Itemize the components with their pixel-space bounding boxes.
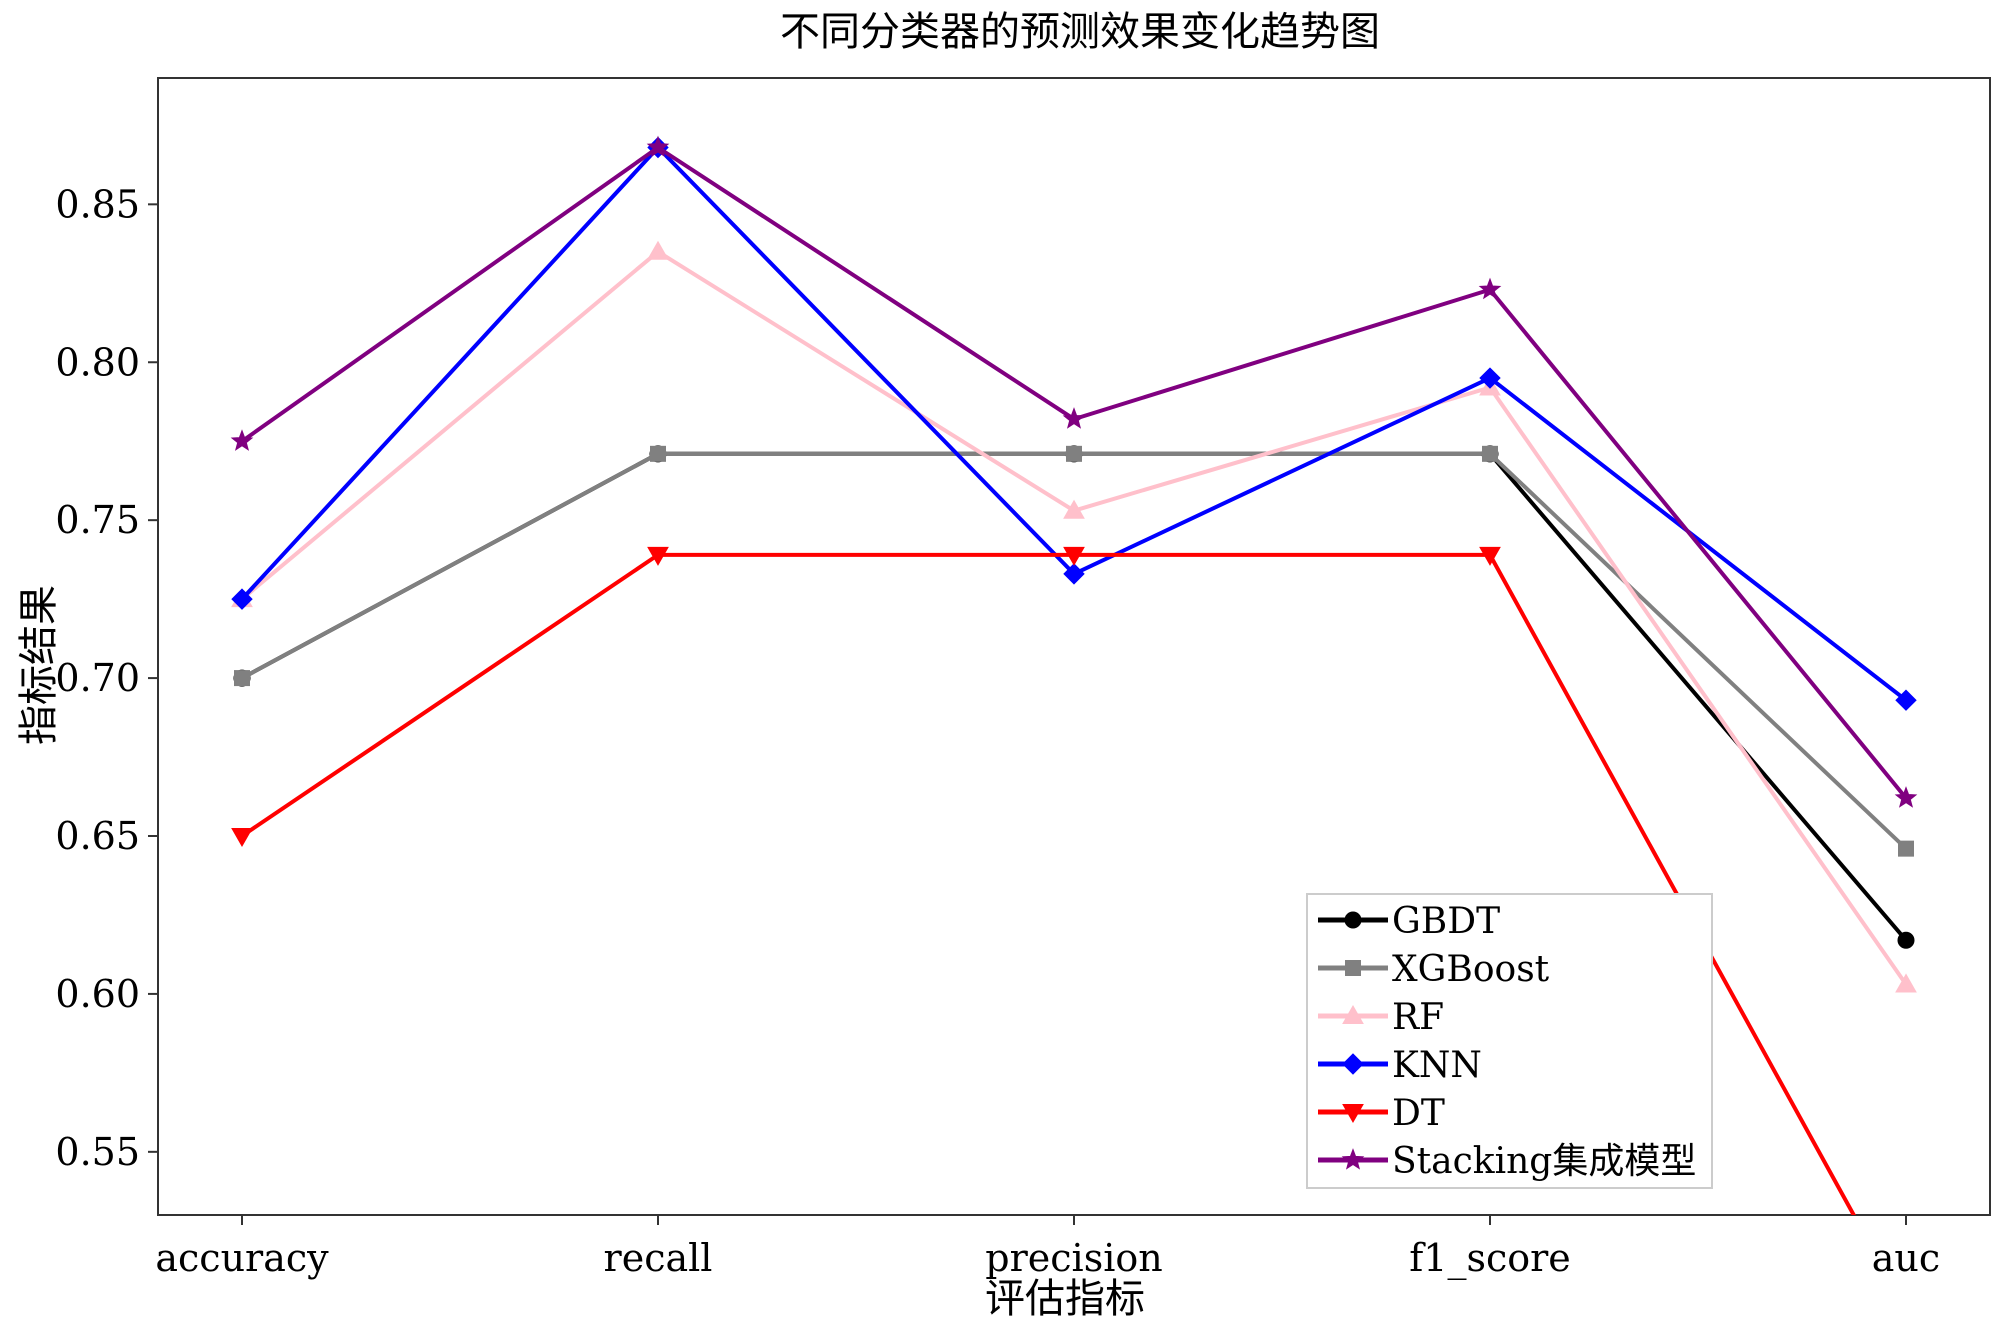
legend-item: DT (1318, 1093, 1445, 1134)
legend-item: Stacking集成模型 (1318, 1141, 1696, 1182)
series-gbdt (233, 445, 1915, 949)
series-layer (230, 135, 1918, 1320)
x-tick-label: f1_score (1409, 1236, 1571, 1281)
y-tick-label: 0.55 (55, 1130, 140, 1174)
series-line (240, 145, 1908, 800)
legend-label: RF (1392, 997, 1444, 1038)
data-point (1342, 1104, 1364, 1124)
y-tick-label: 0.75 (55, 498, 140, 542)
x-tick-label: precision (985, 1236, 1162, 1280)
legend: GBDT XGBoost RF KNN DT Stacking集成模型 (1306, 893, 1713, 1189)
y-tick-label: 0.70 (55, 656, 140, 700)
data-point (1062, 407, 1086, 429)
series-stacking- (230, 135, 1918, 808)
data-point (1898, 840, 1914, 857)
data-point (1479, 367, 1501, 389)
data-point (650, 445, 666, 462)
data-point (1896, 1302, 1916, 1320)
y-axis: 0.55 0.60 0.65 0.70 0.75 0.80 0.85 (55, 182, 158, 1174)
x-axis: accuracy recall precision f1_score auc (155, 1215, 1940, 1281)
data-point (1894, 786, 1918, 808)
series-line (240, 249, 1908, 986)
y-axis-label: 指标结果 (16, 585, 62, 745)
data-point (1344, 911, 1362, 929)
data-point (1063, 563, 1085, 585)
x-axis-label: 评估指标 (985, 1276, 1145, 1322)
data-point (1341, 1148, 1365, 1170)
x-tick-label: auc (1872, 1236, 1940, 1280)
data-point (1478, 277, 1502, 300)
data-point (1342, 1004, 1364, 1024)
data-point (1066, 445, 1082, 462)
data-point (1479, 546, 1501, 566)
data-point (1897, 931, 1915, 949)
y-tick-label: 0.85 (55, 182, 140, 226)
legend-label: XGBoost (1392, 949, 1550, 990)
legend-label: Stacking集成模型 (1392, 1141, 1696, 1182)
y-tick-label: 0.65 (55, 814, 140, 858)
legend-box (1306, 893, 1713, 1189)
legend-label: GBDT (1392, 901, 1500, 942)
data-point (231, 588, 253, 610)
data-point (647, 546, 669, 566)
y-tick-label: 0.80 (55, 340, 140, 384)
data-point (1895, 689, 1917, 711)
data-point (1895, 973, 1917, 993)
legend-item: RF (1318, 997, 1444, 1038)
data-point (230, 429, 254, 451)
data-point (1345, 960, 1361, 976)
y-tick-label: 0.60 (55, 972, 140, 1016)
legend-item: KNN (1318, 1045, 1482, 1086)
data-point (231, 828, 253, 848)
x-tick-label: accuracy (155, 1236, 329, 1280)
legend-label: DT (1392, 1093, 1445, 1134)
chart-title: 不同分类器的预测效果变化趋势图 (780, 9, 1380, 55)
x-tick-label: recall (604, 1236, 713, 1280)
data-point (234, 670, 250, 687)
plot-frame (157, 77, 1991, 1216)
data-point (646, 135, 670, 158)
data-point (1063, 546, 1085, 566)
data-point (1482, 445, 1498, 462)
legend-label: KNN (1392, 1045, 1482, 1086)
series-line (241, 451, 1908, 942)
legend-item: XGBoost (1318, 949, 1550, 990)
data-point (1342, 1053, 1364, 1075)
data-point (647, 240, 669, 260)
legend-item: GBDT (1318, 901, 1500, 942)
data-point (1063, 499, 1085, 519)
series-dt (231, 546, 1916, 1320)
